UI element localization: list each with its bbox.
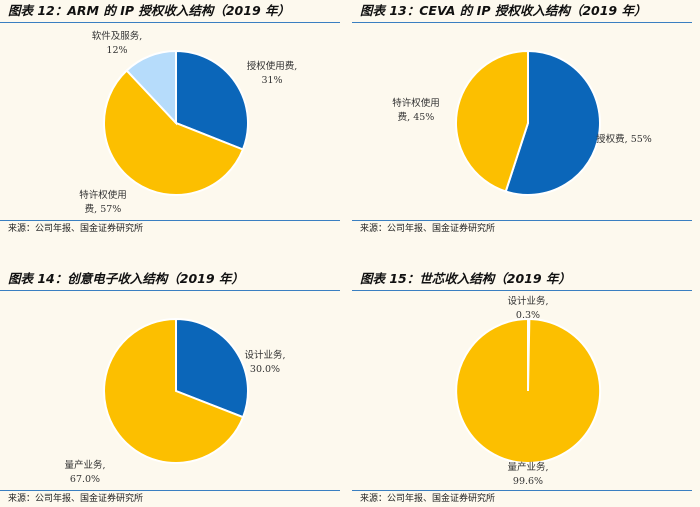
source-rule <box>352 220 692 221</box>
source-note: 来源：公司年报、国金证券研究所 <box>8 494 144 504</box>
chart-title: 图表 15：世芯收入结构（2019 年） <box>360 271 571 286</box>
slice-label: 量产业务, 67.0% <box>64 459 105 485</box>
title-rule <box>0 290 340 291</box>
pie-slice <box>175 49 249 151</box>
source-note: 来源：公司年报、国金证券研究所 <box>8 224 144 234</box>
slice-label: 软件及服务, 12% <box>92 30 143 56</box>
slice-label: 设计业务, 0.3% <box>507 295 548 321</box>
slice-label: 授权使用费, 31% <box>247 60 298 86</box>
pie-slice <box>125 49 177 126</box>
pie-slice <box>103 317 245 464</box>
chart-panel-ceva: 图表 13：CEVA 的 IP 授权收入结构（2019 年） 授权费, 55% 特… <box>352 0 692 237</box>
chart-panel-arm: 图表 12：ARM 的 IP 授权收入结构（2019 年） 授权使用费, 31% 特… <box>0 0 340 237</box>
source-note: 来源：公司年报、国金证券研究所 <box>360 224 496 234</box>
source-note: 来源：公司年报、国金证券研究所 <box>360 494 496 504</box>
pie-slice <box>454 49 529 193</box>
pie-chart-alchip: 设计业务, 0.3% 量产业务, 99.6% <box>455 295 602 487</box>
chart-title: 图表 12：ARM 的 IP 授权收入结构（2019 年） <box>8 3 290 18</box>
slice-label: 设计业务, 30.0% <box>244 349 285 375</box>
pie-chart-ceva: 授权费, 55% 特许权使用费, 45% <box>392 49 652 196</box>
slice-label: 特许权使用费, 57% <box>79 189 127 215</box>
title-rule <box>352 290 692 291</box>
pie-slice <box>455 317 602 464</box>
slice-label: 量产业务, 99.6% <box>507 461 548 487</box>
source-rule <box>0 490 340 491</box>
title-rule <box>352 22 692 23</box>
pie-slice <box>175 317 249 419</box>
source-rule <box>352 490 692 491</box>
pie-slice <box>504 49 601 196</box>
pie-chart-guc: 设计业务, 30.0% 量产业务, 67.0% <box>64 317 286 485</box>
chart-title: 图表 13：CEVA 的 IP 授权收入结构（2019 年） <box>360 3 647 18</box>
pie-chart-arm: 授权使用费, 31% 特许权使用费, 57% 软件及服务, 12% <box>79 30 298 215</box>
pie-slice <box>103 69 245 196</box>
title-rule <box>0 22 340 23</box>
chart-panel-alchip: 图表 15：世芯收入结构（2019 年） 设计业务, 0.3% 量产业务, 99.6%… <box>352 268 692 507</box>
slice-label: 特许权使用费, 45% <box>392 97 440 123</box>
chart-title: 图表 14：创意电子收入结构（2019 年） <box>8 271 244 286</box>
slice-label: 授权费, 55% <box>596 133 652 145</box>
source-rule <box>0 220 340 221</box>
chart-panel-guc: 图表 14：创意电子收入结构（2019 年） 设计业务, 30.0% 量产业务, 67… <box>0 268 340 507</box>
